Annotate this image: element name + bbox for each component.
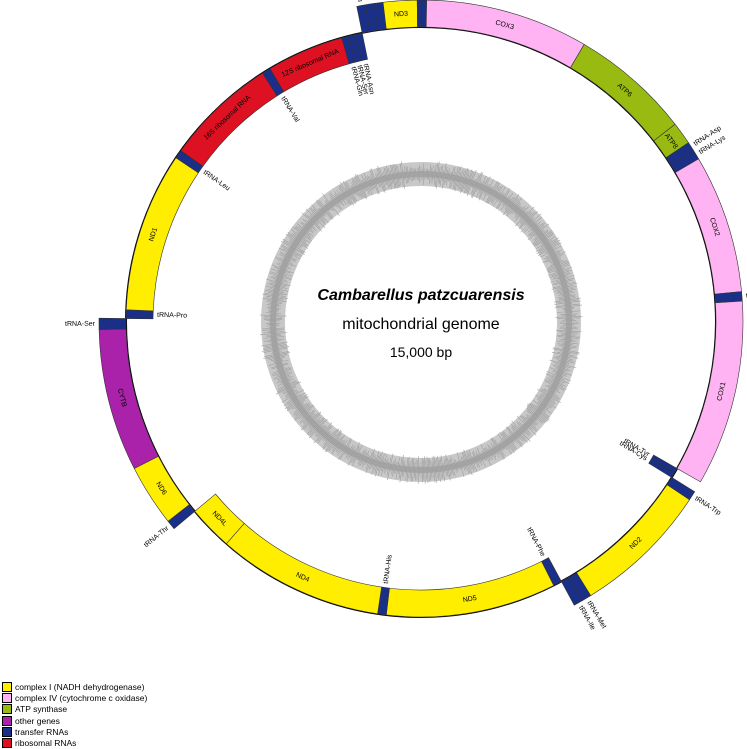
gene-label-trna-thr: tRNA-Thr <box>143 525 171 549</box>
gene-label-cox3: COX3 <box>494 19 514 31</box>
gene-label-trna-arg: tRNA-Arg <box>361 0 373 1</box>
gene-block-trna-gly <box>420 0 428 28</box>
legend-swatch <box>2 681 12 692</box>
genome-size: 15,000 bp <box>390 344 452 360</box>
legend-label: transfer RNAs <box>15 726 69 737</box>
legend-label: other genes <box>15 715 60 726</box>
gene-block-cytb <box>98 328 159 469</box>
legend-item: ATP synthase <box>2 704 242 715</box>
gene-label-cox1: COX1 <box>716 381 727 401</box>
legend-item: transfer RNAs <box>2 726 242 737</box>
gene-block-trna-cys <box>648 458 675 478</box>
organism-name: Cambarellus patzcuarensis <box>317 287 524 304</box>
legend-label: ribosomal RNAs <box>15 738 77 749</box>
legend-swatch <box>2 704 12 715</box>
legend-swatch <box>2 738 12 749</box>
gene-block-cox2 <box>674 158 742 295</box>
gene-block-trna-ser <box>98 317 127 330</box>
gene-block-trna-gly <box>416 0 422 28</box>
gene-block-trna-asn <box>354 32 368 62</box>
gene-label-trna-ser: tRNA-Ser <box>65 321 96 328</box>
legend-swatch <box>2 692 12 703</box>
gene-label-trna-leu: tRNA-Leu <box>746 290 747 299</box>
legend-item: ribosomal RNAs <box>2 737 242 749</box>
gene-block-trna-pro <box>125 309 154 320</box>
gene-label-nd3: ND3 <box>394 11 409 19</box>
legend: complex I (NADH dehydrogenase) complex IV… <box>2 681 242 749</box>
gene-features <box>98 0 744 618</box>
gene-label-nd1: ND1 <box>148 227 159 243</box>
gene-label-nd5: ND5 <box>462 595 477 604</box>
gene-block-nd2 <box>576 484 690 597</box>
gc-content-ring <box>259 161 583 484</box>
gene-label-trna-his: tRNA-His <box>383 554 394 584</box>
legend-swatch <box>2 726 12 737</box>
genome-subtitle: mitochondrial genome <box>342 316 500 333</box>
gene-label-trna-pro: tRNA-Pro <box>157 312 187 320</box>
gene-label-trna-val: tRNA-Val <box>279 96 300 124</box>
legend-item: complex IV (cytochrome c oxidase) <box>2 692 242 703</box>
legend-label: complex I (NADH dehydrogenase) <box>15 681 145 692</box>
legend-item: other genes <box>2 715 242 726</box>
legend-item: complex I (NADH dehydrogenase) <box>2 681 242 692</box>
gene-label-trna-leu: tRNA-Leu <box>202 169 231 192</box>
gene-label-trna-glu: tRNA-Glu <box>351 0 363 3</box>
gene-label-trna-phe: tRNA-Phe <box>525 527 546 558</box>
gene-block-nd1 <box>125 157 199 312</box>
gene-block-nd4l <box>194 493 245 545</box>
gene-block-cox3 <box>425 0 585 69</box>
legend-label: ATP synthase <box>15 704 68 715</box>
legend-label: complex IV (cytochrome c oxidase) <box>15 692 148 703</box>
gene-block-nd4 <box>225 522 382 615</box>
gene-label-trna-trp: tRNA-Trp <box>693 495 722 517</box>
legend-swatch <box>2 715 12 726</box>
gene-label-cytb: CYTB <box>116 388 127 408</box>
gene-block-nd5 <box>385 560 555 618</box>
gene-block-cox1 <box>676 300 744 483</box>
gc-content-ticks <box>259 161 583 484</box>
